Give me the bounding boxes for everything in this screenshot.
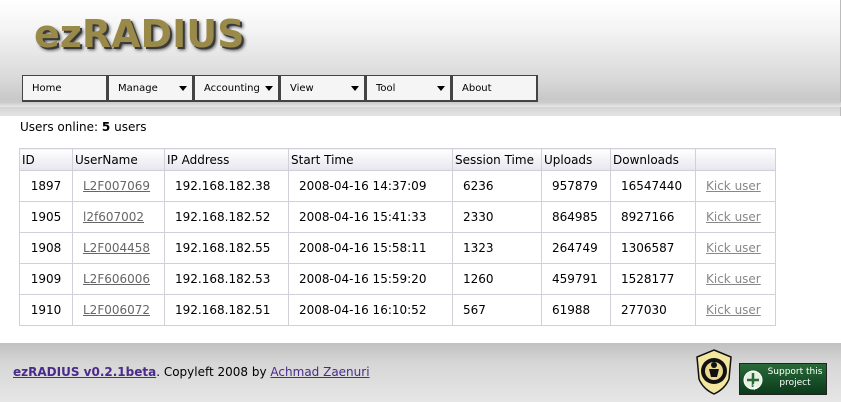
menubar-divider — [0, 102, 841, 107]
table-row: 1908 L2F004458 192.168.182.55 2008-04-16 15… — [19, 232, 776, 264]
dropdown-arrow-icon — [265, 86, 273, 91]
kick-user-link[interactable]: Kick user — [706, 210, 761, 224]
column-header-username: UserName — [72, 148, 165, 171]
users-online-suffix: users — [114, 120, 147, 134]
cell-start: 2008-04-16 15:41:33 — [288, 201, 453, 233]
cell-uploads: 864985 — [541, 201, 611, 233]
cell-id: 1908 — [19, 232, 73, 264]
cell-session: 6236 — [452, 170, 542, 202]
cell-ip: 192.168.182.51 — [164, 294, 289, 326]
header: ezRADIUS Home Manage Accounting View Tool Abo… — [0, 0, 841, 116]
table-header-row: ID UserName IP Address Start Time Session Ti… — [19, 148, 776, 171]
column-header-start-time: Start Time — [288, 148, 453, 171]
menu-item-label: Manage — [118, 83, 158, 94]
cell-downloads: 16547440 — [610, 170, 696, 202]
sourceforge-icon — [743, 370, 763, 390]
cell-ip: 192.168.182.55 — [164, 232, 289, 264]
cell-username: L2F004458 — [72, 232, 165, 264]
column-header-id: ID — [19, 148, 73, 171]
footer: ezRADIUS v0.2.1beta. Copyleft 2008 by Ac… — [0, 343, 841, 402]
dropdown-arrow-icon — [351, 86, 359, 91]
username-link[interactable]: L2F004458 — [83, 241, 151, 255]
menu-item-home[interactable]: Home — [22, 75, 108, 102]
cell-session: 2330 — [452, 201, 542, 233]
menu-item-label: About — [462, 83, 492, 94]
dollar-symbol: $ — [752, 382, 758, 391]
cell-start: 2008-04-16 15:58:11 — [288, 232, 453, 264]
support-label: Support this project — [767, 367, 823, 388]
university-seal-icon — [696, 349, 732, 395]
online-sessions-table: ID UserName IP Address Start Time Session Ti… — [19, 148, 776, 326]
cell-downloads: 1306587 — [610, 232, 696, 264]
cell-ip: 192.168.182.38 — [164, 170, 289, 202]
table-row: 1909 L2F606006 192.168.182.53 2008-04-16 15… — [19, 263, 776, 295]
column-header-session-time: Session Time — [452, 148, 542, 171]
cell-ip: 192.168.182.53 — [164, 263, 289, 295]
table-row: 1897 L2F007069 192.168.182.38 2008-04-16 14… — [19, 170, 776, 202]
cell-kick: Kick user — [695, 294, 776, 326]
column-header-downloads: Downloads — [610, 148, 696, 171]
copyleft-text: . Copyleft 2008 by — [156, 365, 271, 379]
username-link[interactable]: L2F006072 — [83, 303, 151, 317]
column-header-actions — [695, 148, 776, 171]
footer-credits: ezRADIUS v0.2.1beta. Copyleft 2008 by Ac… — [13, 365, 370, 379]
column-header-ip-address: IP Address — [164, 148, 289, 171]
menu-item-label: Accounting — [204, 83, 260, 94]
cell-uploads: 264749 — [541, 232, 611, 264]
cell-downloads: 8927166 — [610, 201, 696, 233]
cell-id: 1909 — [19, 263, 73, 295]
kick-user-link[interactable]: Kick user — [706, 272, 761, 286]
cell-ip: 192.168.182.52 — [164, 201, 289, 233]
cell-kick: Kick user — [695, 232, 776, 264]
table-row: 1910 L2F006072 192.168.182.51 2008-04-16 16… — [19, 294, 776, 326]
cell-session: 1260 — [452, 263, 542, 295]
cell-downloads: 277030 — [610, 294, 696, 326]
cell-start: 2008-04-16 16:10:52 — [288, 294, 453, 326]
cell-id: 1897 — [19, 170, 73, 202]
menu-item-label: Home — [32, 83, 62, 94]
column-header-uploads: Uploads — [541, 148, 611, 171]
app-logo[interactable]: ezRADIUS — [34, 12, 245, 56]
cell-id: 1905 — [19, 201, 73, 233]
dropdown-arrow-icon — [437, 86, 445, 91]
dropdown-arrow-icon — [179, 86, 187, 91]
menu-item-label: View — [290, 83, 314, 94]
menu-item-about[interactable]: About — [452, 75, 538, 102]
cell-start: 2008-04-16 14:37:09 — [288, 170, 453, 202]
menu-item-view[interactable]: View — [280, 75, 366, 102]
cell-kick: Kick user — [695, 263, 776, 295]
menu-item-manage[interactable]: Manage — [108, 75, 194, 102]
cell-kick: Kick user — [695, 170, 776, 202]
main-menu: Home Manage Accounting View Tool About — [22, 75, 538, 102]
users-online-prefix: Users online: — [20, 120, 99, 134]
cell-session: 567 — [452, 294, 542, 326]
username-link[interactable]: L2F606006 — [83, 272, 151, 286]
cell-session: 1323 — [452, 232, 542, 264]
cell-username: l2f607002 — [72, 201, 165, 233]
cell-kick: Kick user — [695, 201, 776, 233]
cell-username: L2F007069 — [72, 170, 165, 202]
support-project-button[interactable]: $ Support this project — [739, 363, 827, 395]
author-link[interactable]: Achmad Zaenuri — [270, 365, 370, 379]
cell-uploads: 459791 — [541, 263, 611, 295]
cell-id: 1910 — [19, 294, 73, 326]
menu-item-label: Tool — [376, 83, 396, 94]
cell-start: 2008-04-16 15:59:20 — [288, 263, 453, 295]
kick-user-link[interactable]: Kick user — [706, 179, 761, 193]
kick-user-link[interactable]: Kick user — [706, 241, 761, 255]
username-link[interactable]: l2f607002 — [83, 210, 145, 224]
menu-item-tool[interactable]: Tool — [366, 75, 452, 102]
kick-user-link[interactable]: Kick user — [706, 303, 761, 317]
cell-downloads: 1528177 — [610, 263, 696, 295]
cell-username: L2F606006 — [72, 263, 165, 295]
users-online-count: 5 — [101, 120, 111, 134]
users-online-summary: Users online: 5 users — [20, 120, 147, 134]
cell-uploads: 957879 — [541, 170, 611, 202]
app-version-link[interactable]: ezRADIUS v0.2.1beta — [13, 365, 157, 379]
cell-uploads: 61988 — [541, 294, 611, 326]
menu-item-accounting[interactable]: Accounting — [194, 75, 280, 102]
username-link[interactable]: L2F007069 — [83, 179, 151, 193]
cell-username: L2F006072 — [72, 294, 165, 326]
table-row: 1905 l2f607002 192.168.182.52 2008-04-16 15… — [19, 201, 776, 233]
